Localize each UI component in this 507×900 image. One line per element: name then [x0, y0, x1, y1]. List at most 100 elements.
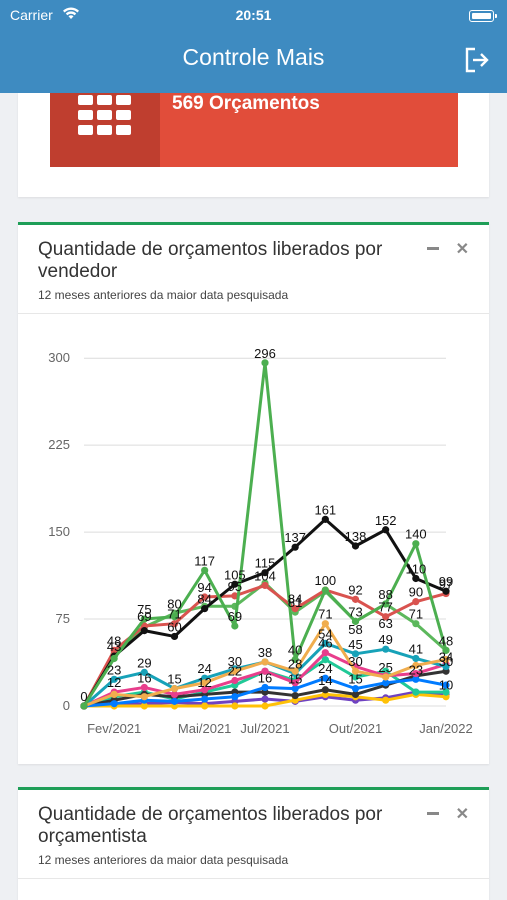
data-point[interactable]	[201, 679, 209, 687]
data-point[interactable]	[412, 669, 420, 678]
data-point[interactable]	[170, 690, 179, 699]
data-point[interactable]	[110, 654, 118, 663]
summary-stat-box[interactable]: 569 Orçamentos	[50, 93, 458, 167]
data-label: 84	[288, 592, 302, 607]
data-point[interactable]	[321, 656, 329, 664]
status-bar: Carrier 20:51	[0, 6, 507, 24]
data-point[interactable]	[442, 587, 450, 595]
data-point[interactable]	[412, 688, 420, 696]
data-point[interactable]	[261, 569, 269, 577]
data-point[interactable]	[201, 566, 209, 574]
data-point[interactable]	[201, 695, 209, 703]
data-point[interactable]	[140, 615, 148, 623]
data-point[interactable]	[261, 581, 269, 590]
data-point[interactable]	[291, 691, 299, 700]
data-point[interactable]	[412, 620, 420, 628]
data-point[interactable]	[351, 685, 360, 693]
data-point[interactable]	[110, 690, 118, 699]
data-point[interactable]	[140, 693, 148, 701]
data-point[interactable]	[110, 646, 118, 654]
close-icon[interactable]: ✕	[455, 241, 469, 258]
data-point[interactable]	[351, 542, 360, 550]
data-point[interactable]	[382, 673, 390, 681]
data-point[interactable]	[351, 667, 360, 675]
data-point[interactable]	[170, 632, 179, 641]
data-point[interactable]	[110, 675, 118, 683]
chart-card-title: Quantidade de orçamentos liberados por v…	[38, 239, 383, 282]
logout-icon[interactable]	[463, 46, 491, 74]
data-point[interactable]	[412, 661, 420, 670]
data-point[interactable]	[291, 685, 299, 693]
data-point[interactable]	[261, 702, 269, 710]
data-point[interactable]	[261, 667, 269, 675]
data-point[interactable]	[382, 526, 390, 534]
data-label: 81	[288, 595, 302, 610]
data-point[interactable]	[321, 674, 329, 682]
data-point[interactable]	[321, 515, 329, 523]
data-point[interactable]	[231, 580, 239, 588]
data-point[interactable]	[201, 702, 209, 710]
data-point[interactable]	[140, 668, 148, 676]
data-point[interactable]	[80, 702, 88, 710]
data-point[interactable]	[291, 656, 299, 664]
data-point[interactable]	[170, 685, 179, 693]
data-point[interactable]	[321, 620, 329, 628]
data-point[interactable]	[382, 613, 390, 621]
close-icon[interactable]: ✕	[455, 806, 469, 823]
data-point[interactable]	[140, 683, 148, 692]
data-point[interactable]	[412, 574, 420, 583]
chart-card-vendedor: Quantidade de orçamentos liberados por v…	[18, 222, 489, 764]
data-label: 15	[348, 672, 362, 687]
data-point[interactable]	[261, 683, 269, 692]
data-point[interactable]	[351, 617, 360, 625]
data-point[interactable]	[412, 598, 420, 606]
data-point[interactable]	[291, 543, 299, 551]
data-point[interactable]	[382, 679, 390, 687]
data-point[interactable]	[442, 662, 450, 671]
data-point[interactable]	[291, 679, 299, 687]
minimize-icon[interactable]	[427, 247, 439, 250]
data-point[interactable]	[442, 688, 450, 696]
data-point[interactable]	[170, 697, 179, 705]
data-point[interactable]	[261, 359, 269, 367]
data-label: 69	[228, 609, 242, 624]
data-point[interactable]	[231, 667, 239, 675]
data-point[interactable]	[291, 667, 299, 675]
data-point[interactable]	[351, 673, 360, 681]
data-label: 60	[167, 619, 181, 634]
data-point[interactable]	[231, 622, 239, 630]
data-point[interactable]	[231, 676, 239, 685]
data-point[interactable]	[442, 646, 450, 654]
data-point[interactable]	[231, 693, 239, 701]
data-point[interactable]	[201, 605, 209, 613]
data-point[interactable]	[382, 645, 390, 653]
data-point[interactable]	[382, 600, 390, 608]
data-label: 97	[439, 577, 453, 592]
line-chart: 0484323127569291680716015117948424121059…	[48, 346, 472, 736]
data-point[interactable]	[170, 620, 179, 628]
data-point[interactable]	[442, 681, 450, 689]
data-point[interactable]	[351, 650, 360, 658]
data-point[interactable]	[201, 593, 209, 601]
data-point[interactable]	[140, 702, 148, 710]
data-point[interactable]	[351, 595, 360, 603]
data-point[interactable]	[321, 586, 329, 594]
data-point[interactable]	[110, 700, 118, 708]
data-point[interactable]	[412, 675, 420, 683]
data-point[interactable]	[231, 702, 239, 710]
data-point[interactable]	[382, 696, 390, 704]
data-point[interactable]	[261, 695, 269, 703]
data-point[interactable]	[321, 639, 329, 647]
data-point[interactable]	[291, 605, 299, 613]
data-point[interactable]	[412, 654, 420, 663]
data-point[interactable]	[321, 649, 329, 657]
data-point[interactable]	[351, 690, 360, 699]
data-point[interactable]	[201, 686, 209, 694]
data-point[interactable]	[442, 656, 450, 664]
data-point[interactable]	[321, 686, 329, 694]
minimize-icon[interactable]	[427, 812, 439, 815]
data-point[interactable]	[170, 613, 179, 621]
data-point[interactable]	[140, 627, 148, 635]
data-point[interactable]	[261, 658, 269, 666]
data-point[interactable]	[412, 540, 420, 548]
